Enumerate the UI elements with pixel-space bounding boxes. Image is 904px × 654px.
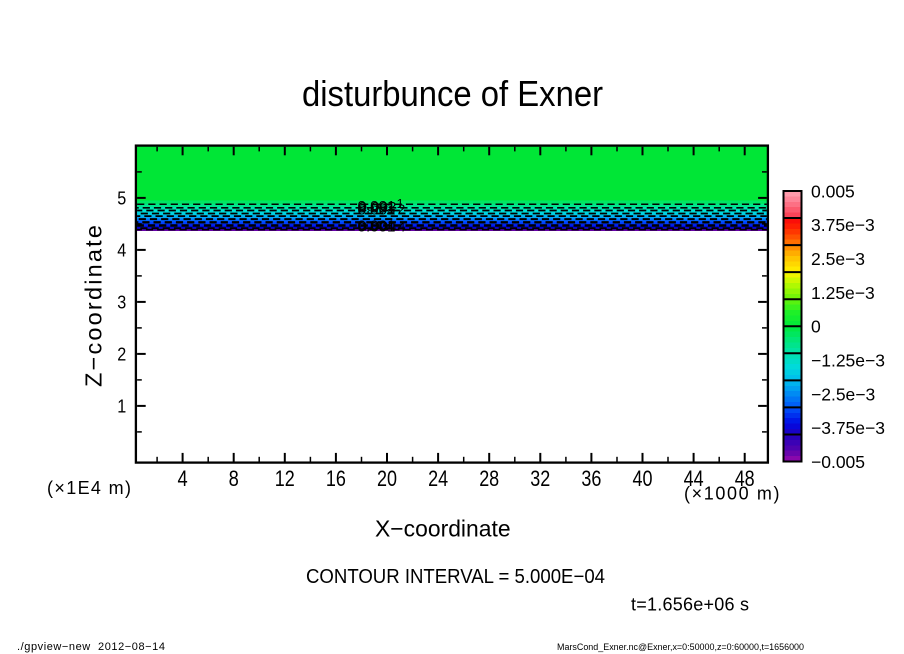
- svg-text:−2.5e−3: −2.5e−3: [811, 384, 875, 404]
- svg-text:4: 4: [398, 220, 405, 235]
- svg-text:./gpview−new 2012−08−14: ./gpview−new 2012−08−14: [17, 641, 165, 653]
- svg-text:0: 0: [811, 317, 821, 337]
- svg-text:1: 1: [397, 196, 404, 211]
- svg-text:0.002: 0.002: [359, 199, 397, 214]
- svg-text:t=1.656e+06 s: t=1.656e+06 s: [631, 595, 749, 615]
- svg-text:0.004: 0.004: [359, 218, 397, 233]
- svg-text:3.75e−3: 3.75e−3: [811, 215, 875, 235]
- svg-text:48: 48: [735, 466, 755, 491]
- svg-text:20: 20: [377, 466, 397, 491]
- svg-text:0.001: 0.001: [358, 217, 396, 232]
- svg-text:0.001: 0.001: [358, 200, 396, 215]
- svg-text:12: 12: [275, 466, 295, 491]
- svg-text:0.001: 0.001: [358, 203, 396, 218]
- svg-text:CONTOUR INTERVAL = 5.000E−04: CONTOUR INTERVAL = 5.000E−04: [306, 566, 605, 588]
- svg-text:−3.75e−3: −3.75e−3: [811, 418, 885, 438]
- svg-text:4: 4: [117, 241, 126, 261]
- svg-text:−1.25e−3: −1.25e−3: [811, 351, 885, 371]
- svg-text:1.25e−3: 1.25e−3: [811, 283, 875, 303]
- svg-text:5: 5: [117, 189, 126, 209]
- svg-text:0.005: 0.005: [811, 181, 855, 201]
- svg-text:40: 40: [633, 466, 653, 491]
- svg-text:Z−coordinate: Z−coordinate: [81, 225, 107, 387]
- svg-text:28: 28: [479, 466, 499, 491]
- svg-text:16: 16: [326, 466, 346, 491]
- svg-text:disturbunce of Exner: disturbunce of Exner: [302, 73, 603, 114]
- svg-text:4: 4: [178, 466, 188, 491]
- svg-text:0.001: 0.001: [358, 198, 396, 213]
- svg-text:(×1000 m): (×1000 m): [684, 484, 780, 504]
- svg-text:X−coordinate: X−coordinate: [375, 516, 511, 542]
- svg-text:36: 36: [581, 466, 601, 491]
- svg-text:(×1E4 m): (×1E4 m): [47, 478, 131, 498]
- svg-text:2: 2: [398, 202, 405, 217]
- svg-text:3: 3: [117, 293, 126, 313]
- svg-text:−0.005: −0.005: [811, 452, 865, 472]
- svg-text:32: 32: [530, 466, 550, 491]
- svg-text:2.5e−3: 2.5e−3: [811, 249, 865, 269]
- svg-text:8: 8: [229, 466, 239, 491]
- svg-text:2: 2: [117, 345, 126, 365]
- svg-text:1: 1: [117, 397, 126, 417]
- svg-text:MarsCond_Exner.nc@Exner,x=0:50: MarsCond_Exner.nc@Exner,x=0:50000,z=0:60…: [557, 642, 804, 652]
- svg-text:0.001: 0.001: [358, 220, 396, 235]
- svg-text:44: 44: [684, 466, 704, 491]
- svg-text:24: 24: [428, 466, 448, 491]
